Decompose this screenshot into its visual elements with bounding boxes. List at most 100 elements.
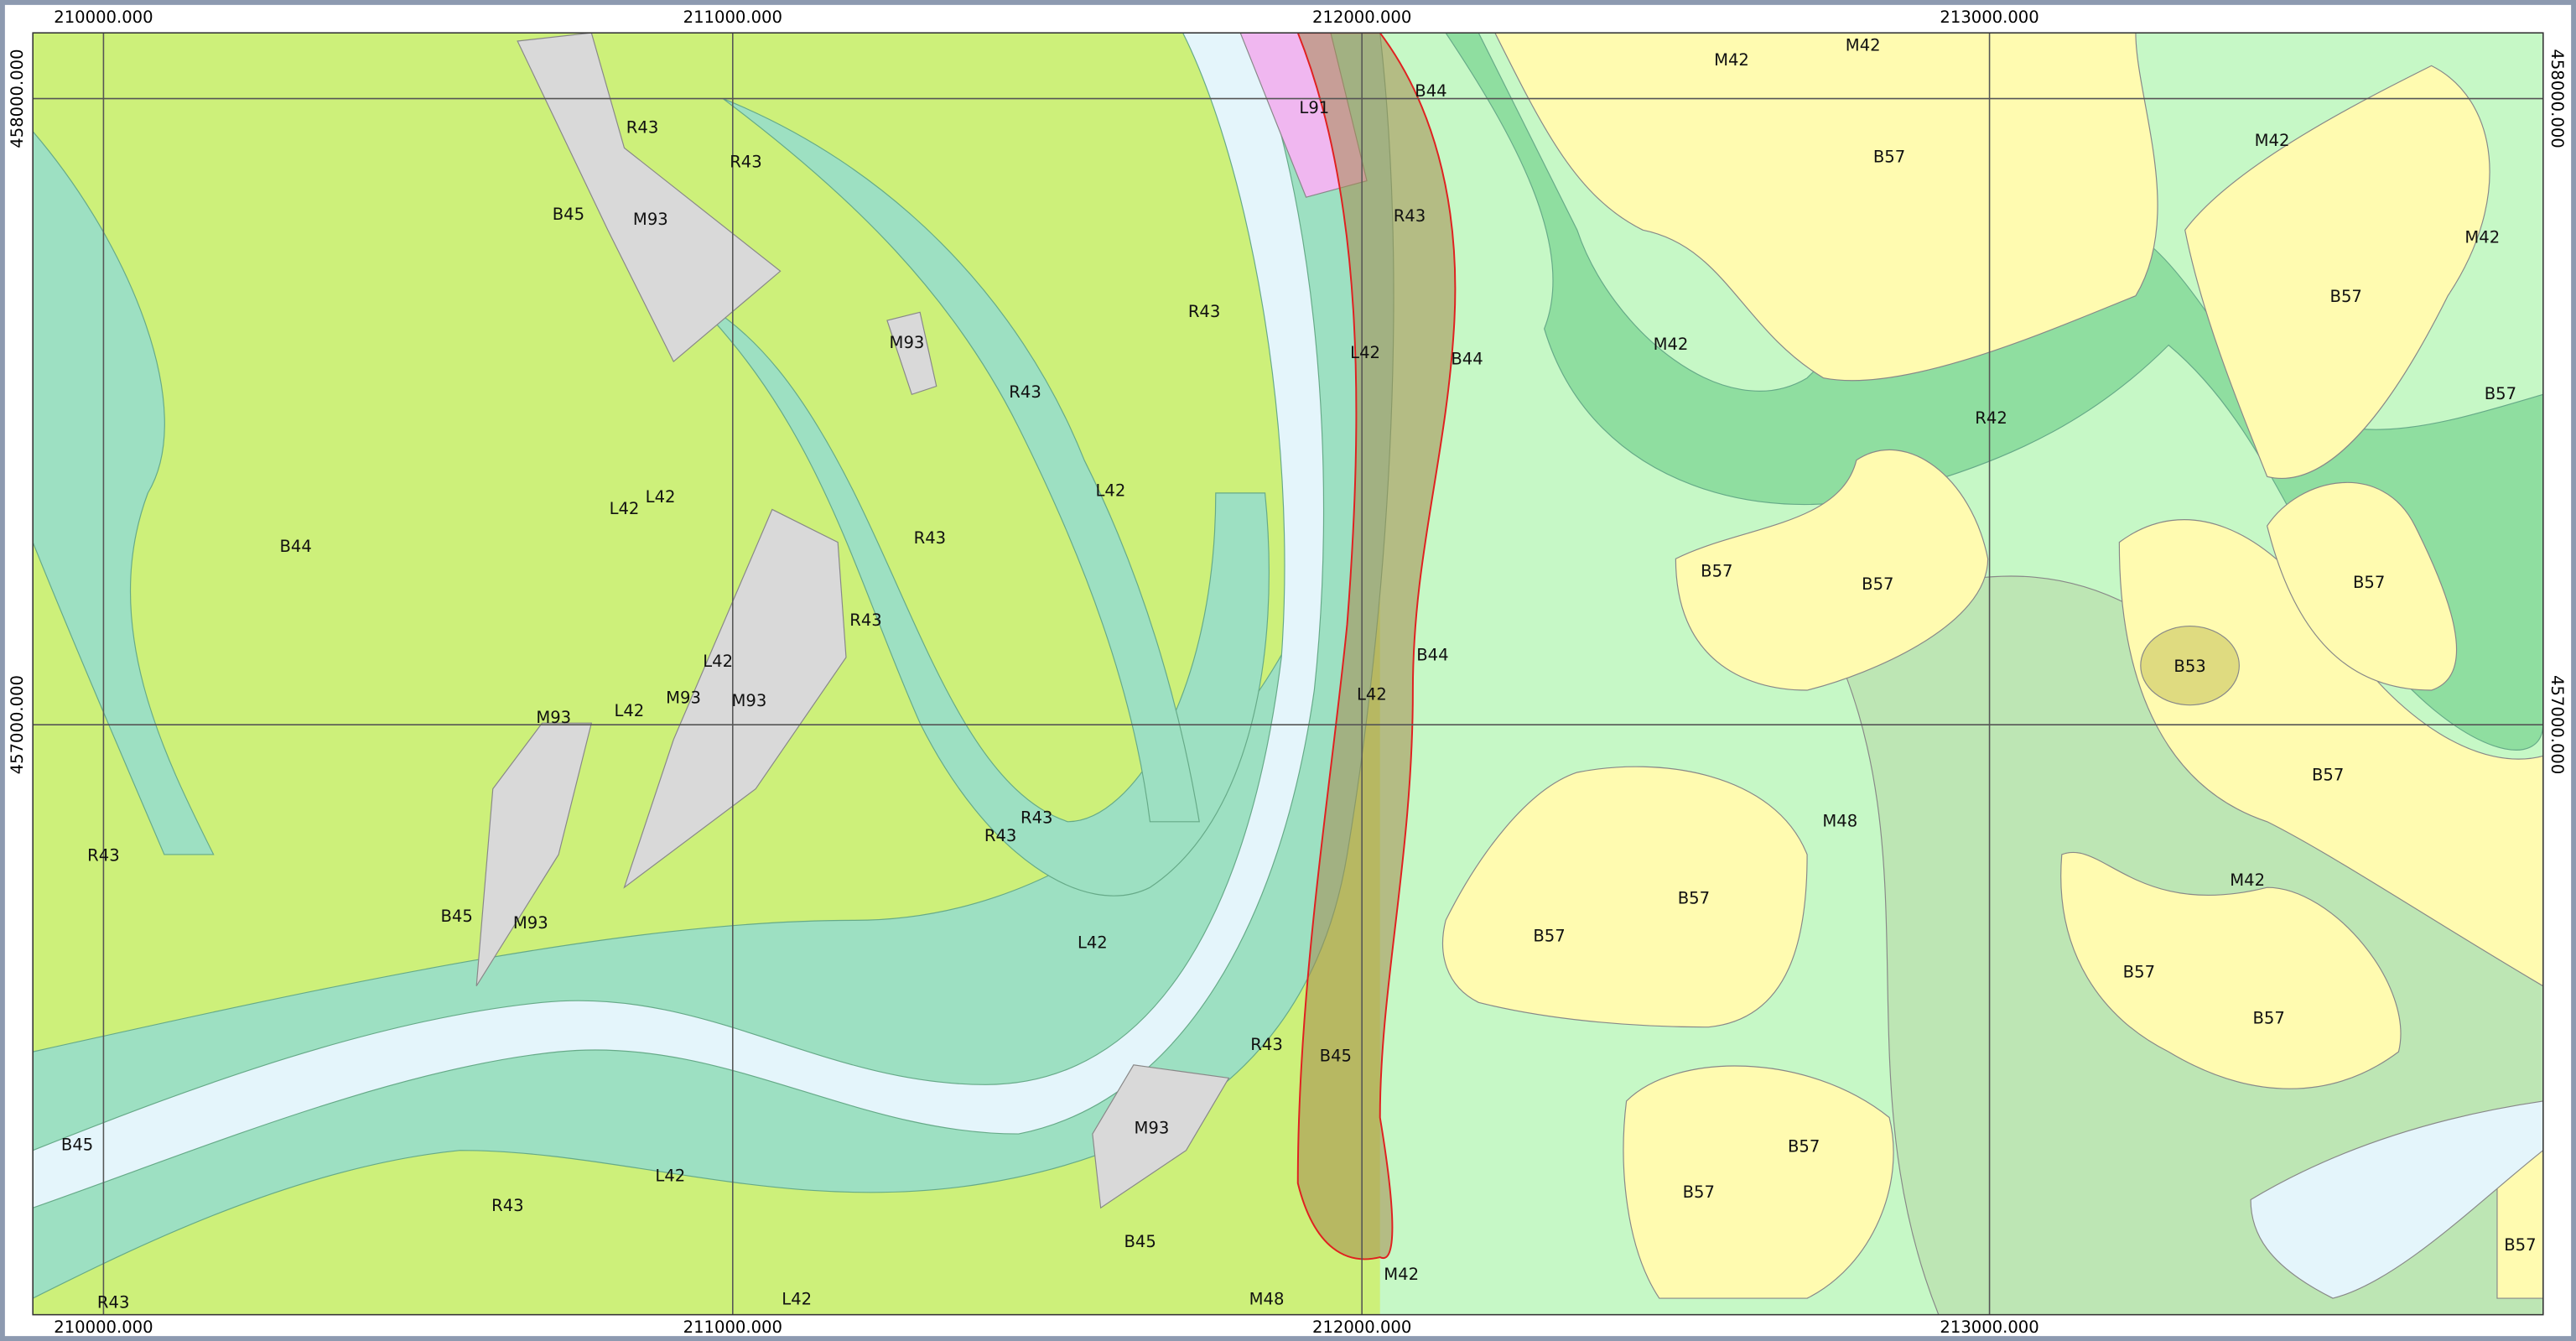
unit-area bbox=[1445, 33, 2543, 751]
unit-label: B57 bbox=[1873, 148, 1905, 167]
unit-label: L42 bbox=[782, 1290, 812, 1309]
unit-label: L42 bbox=[614, 701, 644, 720]
unit-label: B57 bbox=[2485, 384, 2516, 403]
unit-label: R43 bbox=[1188, 302, 1221, 321]
water bbox=[2250, 1100, 2543, 1299]
unit-label: B45 bbox=[1320, 1046, 1352, 1065]
unit-label: B45 bbox=[61, 1135, 93, 1154]
unit-label: M42 bbox=[2464, 228, 2500, 247]
unit-label: B44 bbox=[279, 537, 311, 556]
unit-area bbox=[1675, 449, 1989, 691]
unit-area bbox=[475, 722, 593, 987]
unit-area bbox=[1092, 1064, 1230, 1209]
unit-label: M93 bbox=[666, 688, 701, 707]
unit-label: M93 bbox=[890, 333, 925, 352]
unit-label: R43 bbox=[97, 1292, 130, 1312]
unit-area bbox=[2140, 626, 2240, 706]
unit-label: B44 bbox=[1415, 81, 1446, 101]
unit-label: B44 bbox=[1416, 645, 1448, 664]
river bbox=[33, 33, 1325, 1208]
unit-label: L42 bbox=[1350, 343, 1380, 362]
unit-label: R43 bbox=[1009, 382, 1041, 402]
unit-label: M48 bbox=[1822, 811, 1857, 830]
unit-label: M93 bbox=[633, 210, 668, 229]
unit-label: M42 bbox=[2230, 871, 2265, 890]
unit-area bbox=[2060, 851, 2402, 1089]
unit-area bbox=[1623, 1065, 1894, 1299]
coord-label: 213000.000 bbox=[1940, 8, 2038, 27]
unit-label: M93 bbox=[731, 691, 766, 710]
unit-area bbox=[1441, 766, 1808, 1028]
unit-label: R43 bbox=[1394, 206, 1426, 226]
map-border bbox=[32, 32, 2544, 1316]
unit-label: R43 bbox=[914, 528, 947, 548]
unit-area bbox=[689, 295, 1270, 897]
unit-label: B45 bbox=[1124, 1232, 1156, 1251]
unit-label: B57 bbox=[1683, 1182, 1715, 1202]
unit-area bbox=[722, 98, 1200, 823]
unit-label: R43 bbox=[984, 826, 1017, 845]
unit-area bbox=[2184, 65, 2490, 479]
unit-label: L42 bbox=[1357, 684, 1387, 704]
unit-label: B57 bbox=[1678, 888, 1710, 907]
unit-label: B57 bbox=[2504, 1235, 2536, 1255]
unit-label: L42 bbox=[610, 499, 640, 518]
unit-label: M42 bbox=[1846, 35, 1881, 55]
coord-label: 212000.000 bbox=[1312, 1318, 1411, 1337]
coord-label: 211000.000 bbox=[683, 1318, 782, 1337]
map-layers bbox=[33, 33, 2543, 1315]
unit-label: M42 bbox=[2255, 131, 2290, 150]
unit-area bbox=[1494, 33, 2158, 382]
unit-label: M42 bbox=[1714, 50, 1749, 70]
unit-label: M93 bbox=[513, 913, 548, 933]
coord-label: 210000.000 bbox=[54, 1318, 153, 1337]
unit-label: R43 bbox=[87, 845, 120, 865]
unit-area bbox=[623, 508, 847, 889]
unit-label: L42 bbox=[703, 652, 733, 671]
coordinate-grid bbox=[33, 33, 2543, 1315]
coord-label: 457000.000 bbox=[2547, 675, 2567, 774]
unit-label: R43 bbox=[491, 1196, 524, 1215]
unit-label: B57 bbox=[1533, 926, 1565, 945]
unit-area bbox=[33, 130, 215, 855]
unit-label: M42 bbox=[1654, 335, 1689, 354]
unit-label: B57 bbox=[2123, 963, 2155, 982]
unit-label: B53 bbox=[2174, 657, 2205, 676]
unit-label: M93 bbox=[536, 708, 571, 727]
coord-label: 213000.000 bbox=[1940, 1318, 2038, 1337]
unit-label: L42 bbox=[1095, 481, 1125, 500]
unit-label: B45 bbox=[440, 907, 472, 926]
unit-area bbox=[886, 311, 937, 396]
unit-label: B57 bbox=[2353, 573, 2385, 592]
unit-label: R43 bbox=[1250, 1035, 1283, 1054]
unit-area bbox=[517, 33, 782, 363]
unit-label: L42 bbox=[646, 487, 676, 507]
unit-label: B57 bbox=[1788, 1136, 1820, 1156]
unit-label: M48 bbox=[1249, 1290, 1285, 1309]
unit-label: B57 bbox=[2312, 765, 2344, 784]
unit-label: B57 bbox=[1862, 574, 1893, 594]
selected-corridor bbox=[1296, 33, 1457, 1260]
unit-label: R43 bbox=[626, 117, 659, 137]
unit-label: B57 bbox=[2330, 287, 2362, 306]
coord-label: 210000.000 bbox=[54, 8, 153, 27]
unit-label: R42 bbox=[1975, 408, 2007, 428]
unit-label: M93 bbox=[1134, 1119, 1169, 1138]
unit-areas-b57 bbox=[1441, 33, 2543, 1299]
coord-label: 458000.000 bbox=[2547, 49, 2567, 148]
unit-label: B57 bbox=[1701, 561, 1732, 580]
unit-label: L42 bbox=[1078, 933, 1108, 952]
unit-label: R43 bbox=[849, 611, 882, 630]
unit-label: L42 bbox=[655, 1167, 685, 1186]
coord-label: 458000.000 bbox=[8, 49, 27, 148]
coord-label: 211000.000 bbox=[683, 8, 782, 27]
unit-label: B45 bbox=[553, 205, 584, 224]
unit-label: R43 bbox=[730, 152, 762, 171]
unit-label: M42 bbox=[1384, 1265, 1419, 1284]
unit-label: R43 bbox=[1021, 808, 1053, 827]
unit-label: B44 bbox=[1451, 350, 1483, 369]
unit-label: B57 bbox=[2252, 1008, 2284, 1027]
unit-label: L91 bbox=[1299, 98, 1329, 117]
